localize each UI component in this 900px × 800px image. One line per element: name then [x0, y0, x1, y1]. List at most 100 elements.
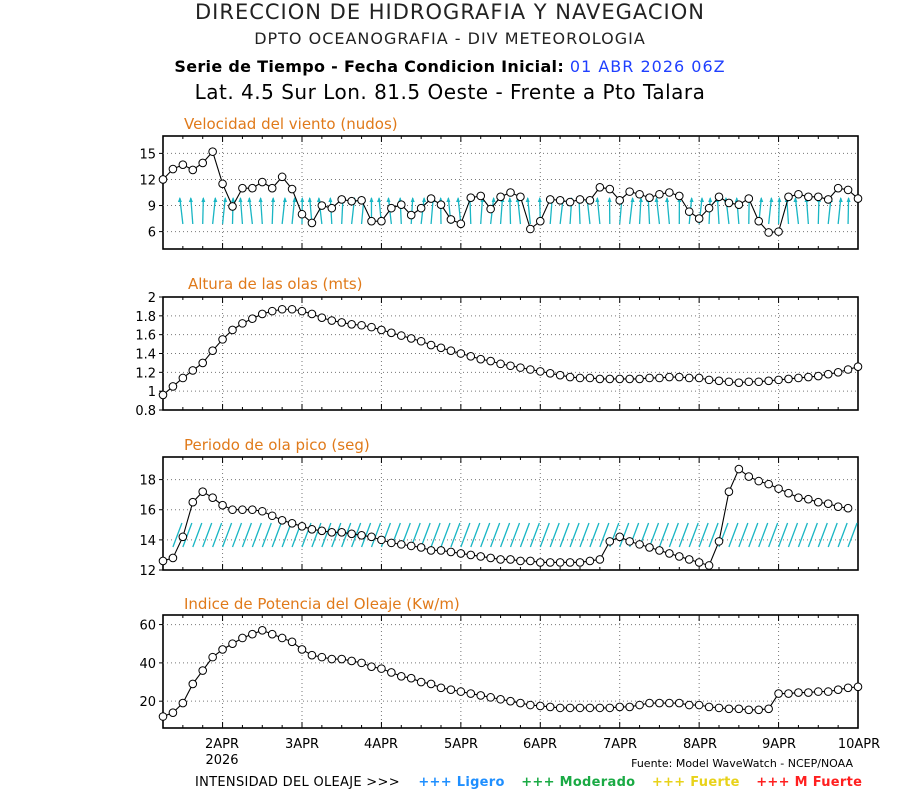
wind-arrow — [666, 197, 671, 225]
swell-arrow — [241, 522, 253, 548]
wind-arrow — [847, 197, 850, 225]
data-point — [287, 304, 297, 314]
wind-arrow-head — [201, 197, 206, 202]
x-tick-label: 5APR — [444, 737, 478, 752]
y-tick-label: 9 — [148, 200, 156, 215]
data-point — [188, 679, 198, 689]
data-point — [287, 518, 297, 528]
data-point — [416, 336, 426, 346]
data-point — [655, 373, 664, 383]
data-point — [208, 652, 217, 662]
y-tick-label: 0.8 — [135, 404, 156, 419]
wind-arrow-head — [422, 197, 427, 202]
data-point — [714, 537, 724, 546]
data-point — [526, 556, 535, 566]
data-point — [476, 354, 486, 364]
wind-arrow-head — [307, 197, 312, 202]
legend-item-mfuerte: +++ M Fuerte — [756, 775, 863, 790]
data-point — [853, 362, 863, 371]
data-point — [267, 306, 277, 316]
swell-arrow — [499, 522, 511, 548]
data-point — [377, 216, 386, 226]
data-point — [198, 158, 208, 168]
data-point — [327, 528, 337, 537]
series-title: Serie de Tiempo - Fecha Condicion Inicia… — [0, 57, 900, 76]
x-year-label: 2026 — [205, 753, 238, 768]
data-point — [565, 558, 575, 567]
data-point — [297, 645, 307, 654]
data-point — [784, 689, 793, 698]
swell-arrow — [271, 522, 282, 548]
data-point — [267, 183, 277, 193]
data-point — [684, 373, 694, 383]
data-point — [535, 216, 545, 226]
data-point — [436, 683, 446, 693]
wind-arrow — [469, 197, 472, 225]
data-point — [605, 184, 615, 194]
panel-title: Velocidad del viento (nudos) — [184, 115, 398, 133]
data-point — [188, 497, 198, 507]
legend-item-ligero: +++ Ligero — [418, 775, 505, 790]
data-point — [158, 175, 168, 184]
data-point — [744, 194, 754, 203]
data-point — [188, 366, 198, 375]
wind-arrow — [509, 197, 512, 225]
swell-arrow — [311, 522, 322, 548]
swell-arrow — [539, 522, 550, 548]
wind-arrow — [794, 197, 800, 225]
legend-item-moderado: +++ Moderado — [521, 775, 636, 790]
data-point — [307, 218, 317, 228]
data-point — [545, 195, 555, 204]
wind-arrow-head — [700, 197, 705, 202]
swell-arrow — [817, 522, 828, 548]
swell-arrow — [599, 522, 610, 548]
data-point — [555, 196, 565, 205]
swell-arrow — [321, 522, 332, 548]
data-point — [595, 374, 605, 384]
series-line — [162, 468, 849, 567]
data-point — [506, 361, 515, 371]
data-point — [833, 502, 843, 512]
data-point — [208, 493, 217, 502]
data-point — [714, 703, 724, 713]
data-point — [764, 228, 773, 237]
data-point — [625, 187, 634, 196]
data-point — [228, 202, 237, 211]
data-point — [575, 195, 585, 204]
data-point — [625, 374, 634, 384]
data-point — [704, 702, 714, 712]
wind-arrow — [259, 197, 263, 225]
data-point — [436, 343, 446, 353]
data-point — [754, 216, 764, 226]
wind-arrow — [480, 197, 484, 225]
data-point — [496, 555, 505, 564]
data-point — [456, 687, 466, 696]
data-point — [178, 698, 188, 708]
swell-arrow — [738, 522, 749, 548]
wind-arrow-head — [630, 197, 635, 202]
wind-arrow-head — [759, 197, 764, 202]
data-point — [337, 195, 347, 204]
data-point — [446, 547, 456, 557]
swell-arrow — [192, 522, 203, 548]
data-point — [645, 373, 654, 383]
wind-arrow-head — [665, 197, 670, 202]
wind-arrow-head — [507, 197, 512, 202]
data-point — [794, 493, 803, 502]
x-tick-label: 10APR — [838, 737, 880, 752]
data-point — [446, 215, 456, 224]
swell-arrow — [549, 522, 560, 548]
data-point — [476, 191, 486, 201]
wind-arrow-head — [369, 197, 374, 202]
data-point — [297, 209, 307, 219]
y-tick-label: 14 — [139, 534, 156, 549]
wind-arrow-head — [316, 197, 321, 202]
data-point — [744, 705, 754, 715]
data-point — [277, 515, 287, 525]
swell-arrow — [529, 522, 540, 548]
data-point — [794, 189, 803, 199]
y-tick-label: 12 — [139, 564, 156, 579]
swell-arrow — [420, 522, 431, 548]
wind-arrow-head — [708, 197, 713, 202]
swell-arrow — [331, 522, 342, 548]
